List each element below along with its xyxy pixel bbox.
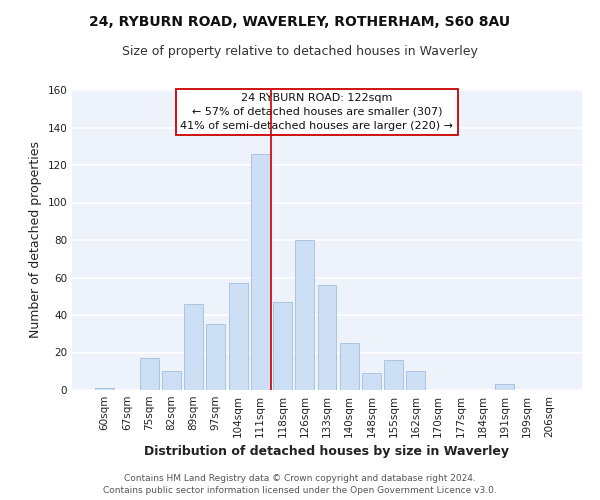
Bar (140, 358, 158, 390)
Bar (206, 324, 225, 390)
Bar (184, 304, 203, 390)
Bar (251, 154, 270, 390)
Text: Size of property relative to detached houses in Waverley: Size of property relative to detached ho… (122, 45, 478, 58)
Bar (384, 360, 403, 390)
Bar (95, 388, 114, 390)
Bar (496, 384, 514, 390)
Bar (317, 285, 337, 390)
Bar (340, 343, 359, 390)
Bar (229, 283, 248, 390)
Bar (162, 371, 181, 390)
Text: Contains HM Land Registry data © Crown copyright and database right 2024.
Contai: Contains HM Land Registry data © Crown c… (103, 474, 497, 495)
Bar (406, 371, 425, 390)
Bar (362, 373, 381, 390)
Y-axis label: Number of detached properties: Number of detached properties (29, 142, 42, 338)
Bar (273, 302, 292, 390)
X-axis label: Distribution of detached houses by size in Waverley: Distribution of detached houses by size … (145, 446, 509, 458)
Text: 24 RYBURN ROAD: 122sqm
← 57% of detached houses are smaller (307)
41% of semi-de: 24 RYBURN ROAD: 122sqm ← 57% of detached… (180, 93, 454, 131)
Text: 24, RYBURN ROAD, WAVERLEY, ROTHERHAM, S60 8AU: 24, RYBURN ROAD, WAVERLEY, ROTHERHAM, S6… (89, 15, 511, 29)
Bar (295, 240, 314, 390)
